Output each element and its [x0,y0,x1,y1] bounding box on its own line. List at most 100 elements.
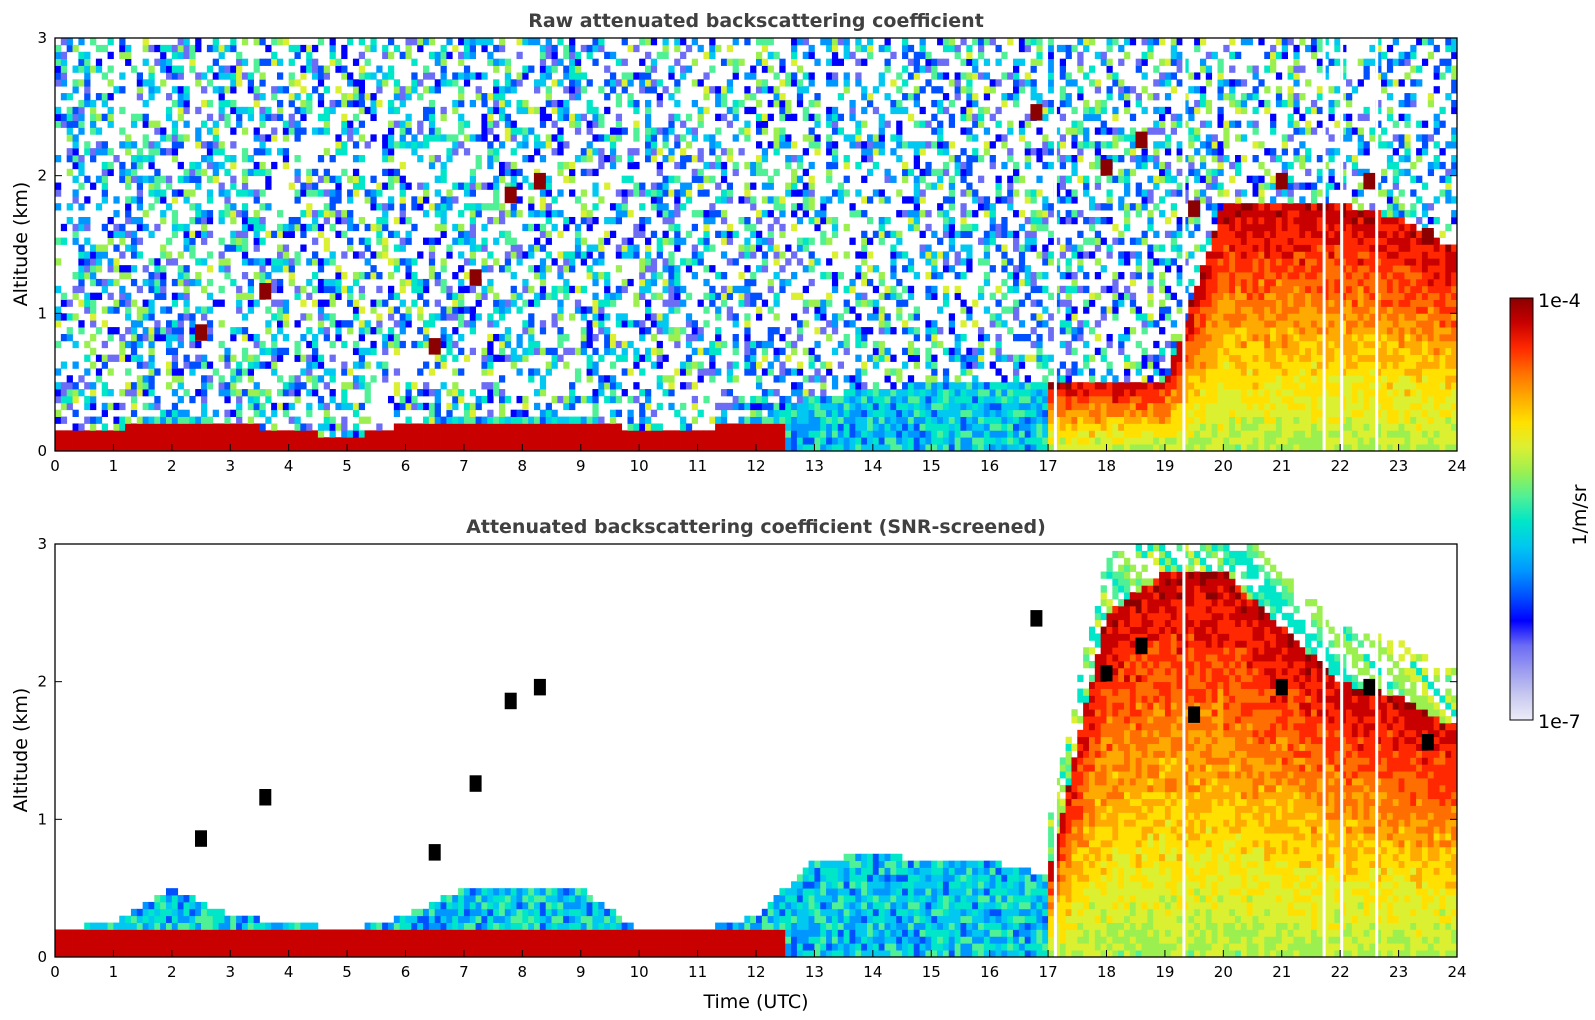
heatmap-cell [195,182,202,190]
heatmap-cell [154,423,161,431]
heatmap-cell [948,38,956,46]
heatmap-cell [329,44,336,53]
heatmap-cell [995,313,1002,321]
heatmap-cell [125,58,132,66]
heatmap-cell [843,402,850,411]
heatmap-cell [399,161,406,170]
heatmap-cell [55,72,62,80]
heatmap-cell [183,306,190,314]
heatmap-cell [890,265,897,273]
heatmap-cell [569,72,576,80]
heatmap-cell [236,437,243,445]
heatmap-cell [995,354,1002,362]
heatmap-cell [288,230,295,239]
heatmap-cell [393,230,401,239]
heatmap-cell [364,382,371,390]
heatmap-cell [1018,278,1026,287]
heatmap-cell [884,58,891,66]
heatmap-cell [948,430,956,438]
heatmap-cell [1001,141,1008,149]
heatmap-cell [463,182,471,190]
heatmap-cell [165,72,173,80]
heatmap-cell [78,423,85,431]
heatmap-cell [265,175,272,183]
heatmap-cell [983,106,991,115]
heatmap-cell [60,65,68,73]
heatmap-cell [604,340,611,349]
heatmap-cell [130,161,138,170]
heatmap-cell [487,409,494,417]
heatmap-cell [84,65,91,73]
heatmap-cell [510,354,517,362]
heatmap-cell [241,72,249,80]
heatmap-cell [598,430,605,438]
heatmap-cell [516,409,523,417]
heatmap-cell [715,210,722,218]
heatmap-cell [101,93,108,101]
heatmap-cell [125,230,132,239]
heatmap-cell [650,423,658,431]
heatmap-cell [463,437,471,445]
heatmap-cell [84,196,91,204]
heatmap-cell [504,79,512,87]
heatmap-cell [907,72,915,80]
heatmap-cell [767,86,774,94]
heatmap-cell [989,402,996,411]
heatmap-cell [469,38,476,46]
heatmap-cell [306,444,313,451]
heatmap-cell [189,444,196,451]
heatmap-cell [902,161,909,170]
heatmap-cell [913,272,920,280]
heatmap-cell [604,237,611,245]
heatmap-cell [177,134,184,142]
heatmap-cell [528,244,535,252]
heatmap-cell [615,127,623,135]
heatmap-cell [720,99,728,108]
heatmap-cell [329,175,336,183]
heatmap-cell [1018,361,1026,369]
heatmap-cell [580,444,587,451]
heatmap-cell [171,258,179,266]
heatmap-cell [802,395,809,404]
heatmap-cell [907,375,915,383]
heatmap-cell [107,444,114,451]
heatmap-cell [674,285,681,294]
heatmap-cell [645,155,652,163]
heatmap-cell [586,375,593,383]
heatmap-cell [160,51,167,60]
heatmap-cell [650,444,658,451]
heatmap-cell [370,38,377,46]
heatmap-cell [931,389,938,397]
heatmap-cell [609,72,617,80]
heatmap-cell [960,127,967,135]
heatmap-cell [55,320,62,328]
heatmap-cell [1013,272,1020,280]
heatmap-cell [55,65,62,73]
heatmap-cell [423,389,430,397]
heatmap-cell [872,395,880,404]
heatmap-cell [872,354,880,362]
heatmap-cell [826,58,833,66]
heatmap-cell [487,437,494,445]
heatmap-cell [55,389,62,397]
heatmap-cell [674,292,681,300]
heatmap-cell [423,430,430,438]
heatmap-cell [78,389,85,397]
heatmap-cell [709,210,716,218]
heatmap-cell [142,327,149,335]
heatmap-cell [913,361,920,369]
heatmap-cell [78,375,85,383]
heatmap-cell [142,265,149,273]
heatmap-cell [738,437,745,445]
heatmap-cell [265,134,272,142]
heatmap-cell [896,120,903,128]
heatmap-cell [878,216,885,225]
heatmap-cell [399,244,406,252]
heatmap-cell [253,168,260,177]
heatmap-cell [592,423,599,431]
heatmap-cell [107,93,114,101]
heatmap-cell [130,168,138,177]
heatmap-cell [569,416,576,424]
heatmap-cell [107,292,114,300]
heatmap-cell [861,58,868,66]
